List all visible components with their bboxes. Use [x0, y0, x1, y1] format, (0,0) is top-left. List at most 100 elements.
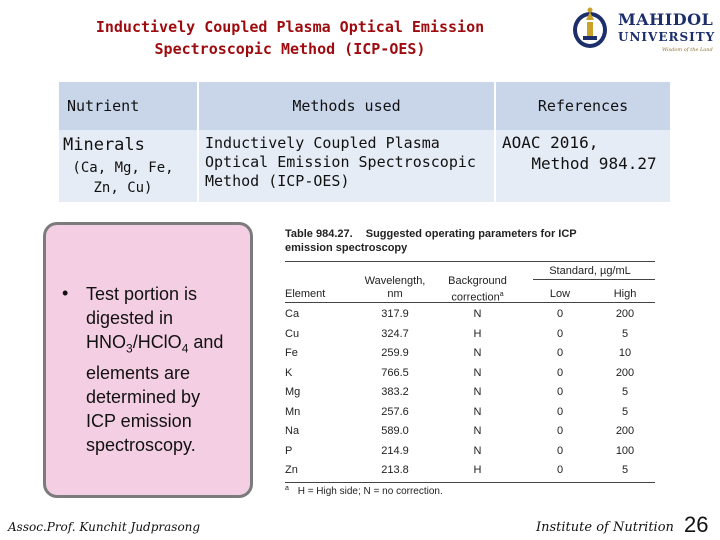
cell-element: Mg [285, 386, 301, 398]
cell-wavelength: 324.7 [381, 327, 409, 340]
nutrient-detail-2: Zn, Cu) [93, 180, 153, 196]
cell-correction: H [473, 464, 482, 476]
cell-element: K [285, 366, 293, 379]
cell-low: 0 [556, 425, 564, 437]
slide-title: Inductively Coupled Plasma Optical Emiss… [40, 16, 540, 60]
table-row: Mg 383.2 N 0 5 [285, 386, 655, 406]
cell-element: P [285, 444, 293, 457]
method-line-3: Method (ICP-OES) [205, 172, 350, 190]
callout-line-5: determined by [86, 386, 201, 407]
callout-formula-and: and [188, 332, 224, 352]
callout-line-3: HNO3/HClO4 and [86, 330, 246, 361]
header-nutrient: Nutrient [59, 82, 197, 130]
callout-line-1: Test portion is [86, 284, 198, 304]
cell-methods: Inductively Coupled Plasma Optical Emiss… [199, 130, 494, 202]
cell-high: 10 [618, 347, 632, 359]
col-background-2: correctiona [435, 288, 520, 305]
table-header-rule [285, 302, 655, 303]
cell-low: 0 [556, 347, 564, 359]
callout-formula-hclo: /HClO [132, 332, 182, 352]
col-element: Element [285, 288, 326, 300]
caption-text-2: emission spectroscopy [285, 242, 408, 254]
cell-element: Zn [285, 464, 298, 476]
col-wavelength: Wavelength, nm [355, 275, 435, 301]
table-row: Zn 213.8 H 0 5 [285, 464, 655, 484]
cell-nutrient: Minerals (Ca, Mg, Fe, Zn, Cu) [59, 130, 197, 202]
method-line-1: Inductively Coupled Plasma [205, 134, 440, 152]
cell-correction: N [473, 425, 482, 437]
footnote-text: H = High side; N = no correction. [297, 486, 443, 498]
col-wavelength-2: nm [387, 288, 403, 300]
table-footnote: a H = High side; N = no correction. [285, 485, 443, 497]
header-references: References [496, 82, 670, 130]
callout-formula-sub-3: 3 [126, 341, 133, 356]
aoac-table: Table 984.27. Suggested operating parame… [285, 227, 660, 497]
caption-text: Suggested operating parameters for ICP [365, 228, 577, 240]
slide-title-line-2: Spectroscopic Method (ICP-OES) [154, 40, 426, 58]
cell-low: 0 [556, 464, 564, 476]
cell-low: 0 [556, 327, 564, 340]
cell-element: Fe [285, 347, 298, 359]
col-background-sup: a [499, 291, 504, 298]
cell-correction: N [473, 366, 482, 379]
cell-high: 200 [615, 366, 635, 379]
table-row: Fe 259.9 N 0 10 [285, 347, 655, 367]
cell-wavelength: 766.5 [381, 366, 409, 379]
standard-underline [533, 279, 655, 280]
method-line-2: Optical Emission Spectroscopic [205, 153, 476, 171]
cell-high: 5 [621, 327, 629, 340]
table-row: Ca 317.9 N 0 200 [285, 308, 655, 328]
cell-low: 0 [556, 405, 564, 418]
cell-element: Na [285, 425, 300, 437]
table-row: K 766.5 N 0 200 [285, 367, 655, 387]
table-row: Na 589.0 N 0 200 [285, 425, 655, 445]
col-low: Low [549, 288, 571, 300]
header-methods-used: Methods used [199, 82, 494, 130]
callout-formula-sub-4: 4 [181, 341, 189, 356]
logo-name: MAHIDOL [618, 10, 714, 29]
table-bottom-rule [285, 482, 655, 483]
cell-wavelength: 259.9 [381, 347, 409, 359]
callout-line-2: digested in [86, 308, 174, 328]
col-high: High [613, 288, 637, 300]
cell-correction: N [473, 347, 482, 359]
reference-line-2: Method 984.27 [531, 154, 657, 173]
reference-line-1: AOAC 2016, [502, 133, 599, 152]
cell-low: 0 [556, 308, 564, 320]
slide-title-line-1: Inductively Coupled Plasma Optical Emiss… [95, 18, 485, 36]
cell-wavelength: 317.9 [381, 308, 409, 320]
footer-author: Assoc.Prof. Kunchit Judprasong [8, 520, 201, 534]
callout-line-7: spectroscopy. [86, 434, 196, 455]
cell-high: 5 [621, 386, 629, 398]
cell-element: Cu [285, 327, 300, 340]
callout-line-4: elements are [86, 362, 191, 383]
cell-correction: H [473, 327, 482, 340]
callout-formula-hno: HNO [86, 332, 126, 352]
logo-motto: Wisdom of the Land [662, 47, 713, 53]
table-row: Mn 257.6 N 0 5 [285, 406, 655, 426]
callout-text: Test portion is digested in HNO3/HClO4 a… [86, 282, 246, 457]
cell-wavelength: 214.9 [381, 444, 409, 457]
nutrient-detail-1: (Ca, Mg, Fe, [72, 160, 174, 176]
cell-high: 200 [615, 425, 635, 437]
footnote-sup: a [285, 485, 289, 492]
table-top-rule [285, 261, 655, 262]
cell-wavelength: 257.6 [381, 405, 409, 418]
cell-wavelength: 589.0 [381, 425, 409, 437]
cell-high: 200 [615, 308, 635, 320]
cell-correction: N [473, 386, 482, 398]
university-seal-icon [573, 7, 607, 48]
cell-correction: N [473, 308, 482, 320]
cell-correction: N [473, 405, 482, 418]
col-background-2-text: correction [451, 291, 500, 304]
cell-correction: N [473, 444, 482, 457]
col-background: Background correctiona [435, 275, 520, 305]
bullet-icon: • [62, 283, 69, 303]
col-background-1: Background [448, 275, 507, 287]
cell-low: 0 [556, 366, 564, 379]
cell-low: 0 [556, 386, 564, 398]
callout-box: • Test portion is digested in HNO3/HClO4… [43, 222, 253, 498]
cell-high: 5 [621, 464, 629, 476]
aoac-table-caption: Table 984.27. Suggested operating parame… [285, 227, 660, 241]
cell-wavelength: 383.2 [381, 386, 409, 398]
